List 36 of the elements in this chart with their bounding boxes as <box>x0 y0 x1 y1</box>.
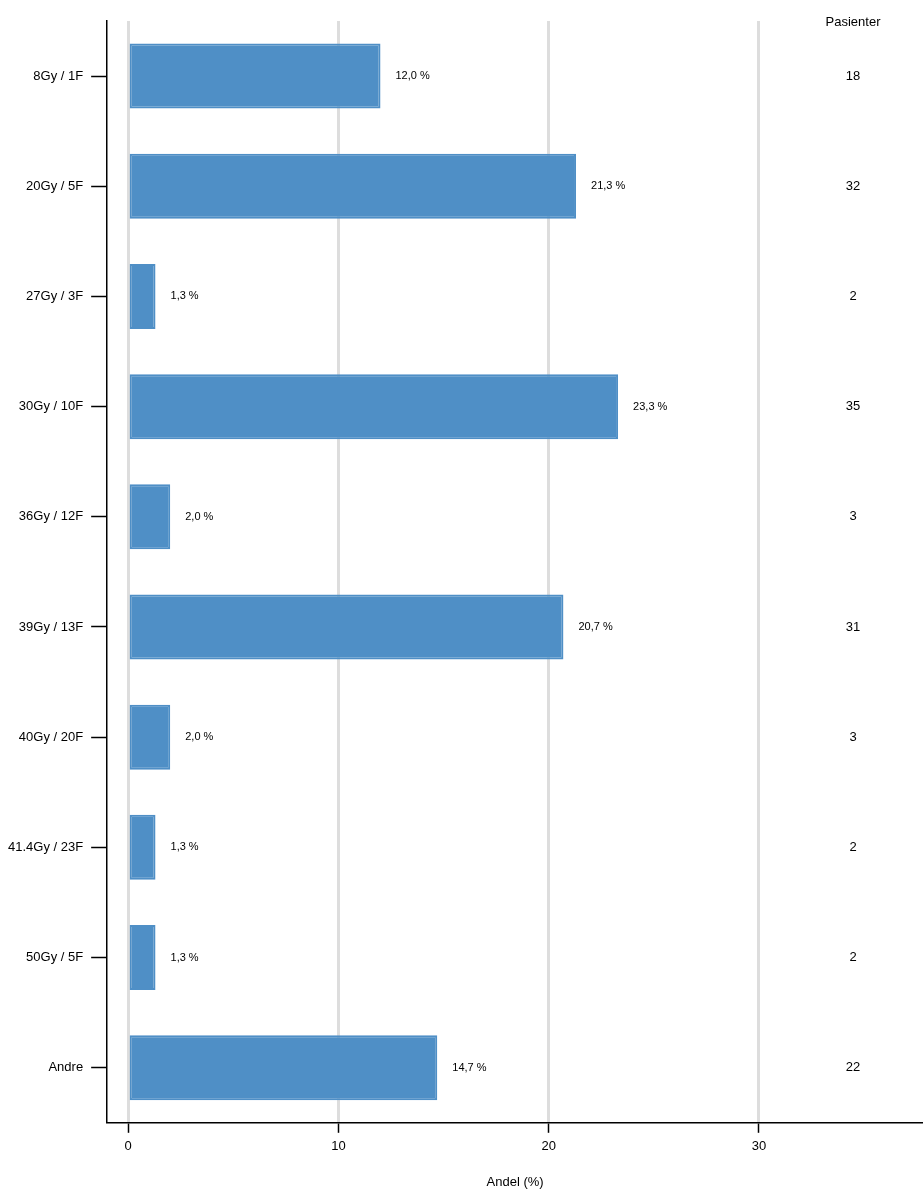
y-tick-label: 27Gy / 3F <box>26 288 84 304</box>
data-label: 12,0 % <box>395 69 430 82</box>
data-label: 23,3 % <box>633 399 668 412</box>
x-tick-label: 10 <box>331 1138 346 1154</box>
y-tick-label: 36Gy / 12F <box>18 508 84 524</box>
data-label: 21,3 % <box>591 179 626 192</box>
x-tick-label: 30 <box>751 1138 767 1154</box>
annotation: 32 <box>845 177 861 193</box>
x-axis-title: Andel (%) <box>486 1173 544 1189</box>
y-tick-label: 20Gy / 5F <box>26 177 84 193</box>
y-tick-label: 50Gy / 5F <box>26 949 84 965</box>
data-label: 1,3 % <box>170 950 199 963</box>
y-tick-label: Andre <box>48 1059 84 1075</box>
data-label: 1,3 % <box>170 289 199 302</box>
annotation: 3 <box>849 508 857 524</box>
y-tick-label: 40Gy / 20F <box>18 728 84 744</box>
x-tick-label: 20 <box>541 1138 556 1154</box>
x-tick-label: 0 <box>124 1138 132 1154</box>
y-tick-label: 8Gy / 1F <box>33 67 84 83</box>
annotation: 2 <box>849 288 857 304</box>
data-label: 2,0 % <box>185 509 214 522</box>
data-label: 1,3 % <box>170 840 199 853</box>
annotation: 2 <box>849 838 857 854</box>
annotation: 18 <box>845 67 861 83</box>
data-label: 2,0 % <box>185 730 214 743</box>
y-tick-label: 39Gy / 13F <box>18 618 84 634</box>
annotation: Pasienter <box>825 13 882 29</box>
annotation: 2 <box>849 949 857 965</box>
annotation: 35 <box>845 398 861 414</box>
y-tick-label: 30Gy / 10F <box>18 398 84 414</box>
y-tick-label: 41.4Gy / 23F <box>7 838 84 854</box>
annotation: 3 <box>849 728 857 744</box>
annotation: 22 <box>845 1059 861 1075</box>
data-label: 20,7 % <box>578 620 613 633</box>
annotation: 31 <box>845 618 861 634</box>
data-label: 14,7 % <box>452 1060 487 1073</box>
